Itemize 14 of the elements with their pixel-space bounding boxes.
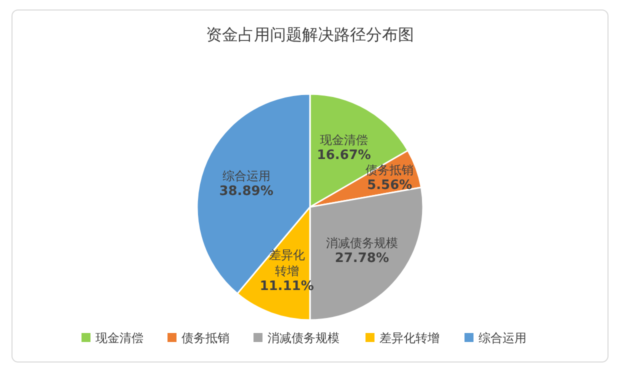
data-label: 5.56%	[367, 178, 412, 194]
data-label: 38.89%	[219, 184, 274, 200]
legend-label: 差异化转增	[380, 331, 440, 345]
slice-label: 现金清偿	[320, 132, 368, 148]
legend-label: 债务抵销	[182, 331, 230, 345]
data-label: 16.67%	[316, 148, 371, 164]
legend-label: 现金清偿	[96, 331, 144, 345]
slice-label: 综合运用	[222, 168, 270, 184]
slice-label: 差异化转增	[268, 246, 306, 279]
legend-label: 综合运用	[478, 331, 526, 345]
chart-title: 资金占用问题解决路径分布图	[206, 25, 414, 44]
data-label: 27.78%	[334, 250, 389, 267]
slice-label: 消减债务规模	[326, 234, 398, 251]
legend-label: 消减债务规模	[268, 331, 340, 345]
